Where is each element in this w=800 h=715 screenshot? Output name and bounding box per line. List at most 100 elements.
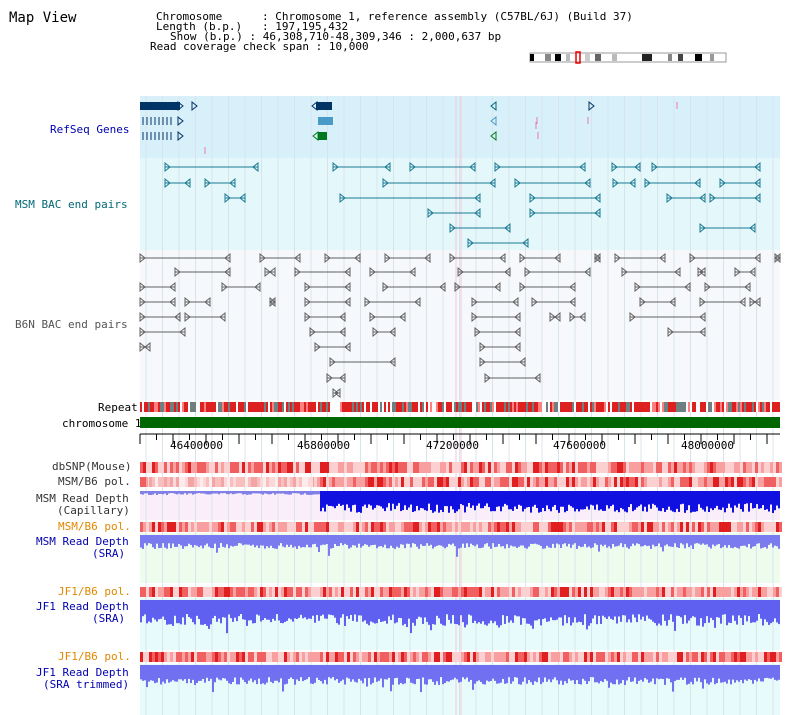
jf1-sra-depth-bar: [196, 600, 198, 616]
b6n-bac-track[interactable]: [139, 252, 781, 399]
dbsnp-heat-cell: [602, 462, 605, 473]
repeat-track[interactable]: [140, 402, 780, 412]
capillary-depth-bar: [770, 491, 772, 505]
repeat-segment: [268, 402, 270, 412]
msm-pol-heat-cell: [335, 477, 338, 487]
jf1-pol2-heat-cell: [362, 652, 365, 662]
jf1-pol-heat-cell: [779, 587, 782, 597]
chromosome-ideogram[interactable]: [529, 51, 727, 64]
dbsnp-heat-cell: [461, 462, 464, 473]
jf1-pol2-heat-cell: [191, 652, 194, 662]
jf1-pol2-heat-cell: [758, 652, 761, 662]
msm-pol-heat-cell: [632, 477, 635, 487]
track-label-msm-depth-sra-line1: MSM Read Depth: [36, 535, 129, 548]
jf1-sra-depth-bar: [182, 600, 184, 618]
msm-sra-depth-bar: [678, 535, 680, 548]
dbsnp-heat-cell: [203, 462, 206, 473]
jf1-pol-heat-cell: [302, 587, 305, 597]
jf1-trim-depth-bar: [668, 665, 670, 679]
jf1-trim-depth-bar: [458, 665, 460, 683]
jf1-pol-heat-cell: [269, 587, 272, 597]
jf1-pol2-heat-cell: [626, 652, 629, 662]
dbsnp-heat-cell: [680, 462, 683, 473]
dbsnp-heat-cell: [293, 462, 296, 473]
capillary-depth-bar: [482, 491, 484, 509]
jf1-sra-depth-bar: [402, 600, 404, 626]
jf1-pol2-heat-cell: [548, 652, 551, 662]
jf1-trim-depth-bar: [546, 665, 548, 682]
msm-sra-depth-bar: [446, 535, 448, 547]
jf1-trim-depth-bar: [736, 665, 738, 681]
capillary-depth-bar: [370, 491, 372, 506]
jf1-pol-heat-cell: [383, 587, 386, 597]
read-depth-tracks[interactable]: [140, 491, 780, 693]
repeat-segment: [432, 402, 434, 412]
jf1-trim-depth-bar: [234, 665, 236, 678]
repeat-segment: [272, 402, 274, 412]
polymorphism-heat-tracks[interactable]: [140, 462, 782, 662]
refseq-genes-track[interactable]: [140, 100, 678, 154]
jf1-trim-depth-bar: [276, 665, 278, 681]
msm-pol-heat-cell: [527, 477, 530, 487]
capillary-depth-bar: [598, 491, 600, 511]
msm-sra-depth-bar: [468, 535, 470, 548]
repeat-segment: [538, 402, 540, 412]
jf1-trim-depth-bar: [758, 665, 760, 679]
msm-sra-depth-bar: [668, 535, 670, 547]
jf1-trim-depth-bar: [468, 665, 470, 682]
msm-sra-depth-bar: [260, 535, 262, 546]
msm-sra-depth-bar: [538, 535, 540, 545]
jf1-sra-depth-bar: [172, 600, 174, 626]
repeat-segment: [496, 402, 498, 412]
capillary-depth-bar: [448, 491, 450, 513]
jf1-sra-depth-bar: [576, 600, 578, 623]
dbsnp-heat-cell: [425, 462, 428, 473]
msm-pol2-heat-cell: [167, 522, 170, 532]
jf1-pol-heat-cell: [362, 587, 365, 597]
jf1-pol-heat-cell: [545, 587, 548, 597]
jf1-sra-depth-bar: [400, 600, 402, 619]
jf1-sra-depth-bar: [650, 600, 652, 620]
msm-bac-track[interactable]: [164, 161, 761, 249]
repeat-segment: [434, 402, 436, 412]
read-arrow: [224, 252, 231, 264]
msm-sra-depth-bar: [448, 535, 450, 544]
jf1-pol2-heat-cell: [593, 652, 596, 662]
msm-sra-depth-bar: [166, 535, 168, 549]
jf1-sra-depth-bar: [466, 600, 468, 625]
msm-sra-depth-bar: [236, 535, 238, 546]
jf1-sra-depth-bar: [502, 600, 504, 616]
jf1-sra-depth-bar: [712, 600, 714, 621]
chromosome-bar[interactable]: [140, 417, 780, 428]
jf1-trim-depth-bar: [672, 665, 674, 692]
ideogram-band: [555, 54, 561, 61]
msm-sra-depth-bar: [530, 535, 532, 544]
jf1-trim-depth-bar: [422, 665, 424, 678]
capillary-depth-bar: [320, 491, 322, 512]
msm-pol2-heat-cell: [281, 522, 284, 532]
jf1-trim-depth-bar: [474, 665, 476, 684]
repeat-segment: [182, 402, 184, 412]
jf1-trim-depth-bar: [466, 665, 468, 678]
repeat-segment: [426, 402, 428, 412]
jf1-pol-heat-cell: [341, 587, 344, 597]
capillary-depth-bar: [160, 491, 162, 494]
capillary-depth-bar: [652, 491, 654, 504]
dbsnp-heat-cell: [248, 462, 251, 473]
dbsnp-heat-cell: [515, 462, 518, 473]
repeat-segment: [428, 402, 430, 412]
msm-pol-heat-cell: [731, 477, 734, 487]
jf1-pol-heat-cell: [764, 587, 767, 597]
msm-sra-depth-bar: [608, 535, 610, 547]
msm-sra-depth-bar: [478, 535, 480, 549]
gene-block: [318, 117, 333, 125]
jf1-pol2-heat-cell: [557, 652, 560, 662]
jf1-sra-depth-bar: [728, 600, 730, 623]
repeat-segment: [328, 402, 330, 412]
msm-sra-depth-bar: [710, 535, 712, 549]
capillary-depth-bar: [596, 491, 598, 505]
read-arrow: [699, 266, 706, 278]
msm-pol2-heat-cell: [290, 522, 293, 532]
msm-pol2-heat-cell: [260, 522, 263, 532]
